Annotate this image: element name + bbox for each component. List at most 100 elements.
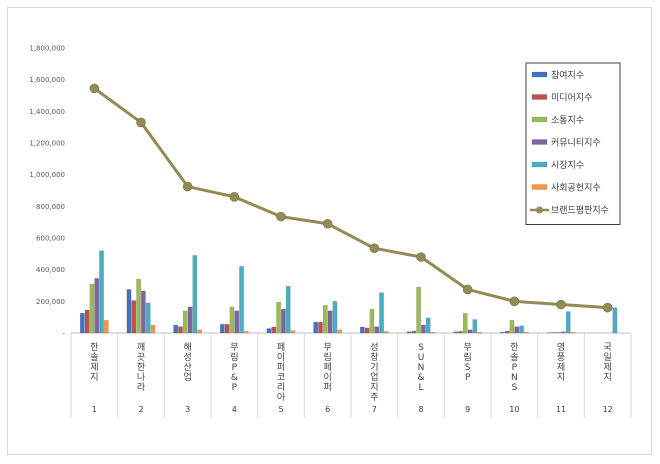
bar [136, 278, 141, 334]
legend-label: 참여지수 [551, 69, 584, 81]
category-number: 6 [325, 405, 330, 414]
bar [332, 301, 338, 334]
line-point [416, 252, 426, 262]
line-point [89, 83, 100, 94]
bar [84, 309, 90, 334]
bar [285, 286, 291, 334]
bar [364, 327, 370, 334]
bar [94, 278, 100, 334]
bar [360, 326, 365, 334]
bar [197, 329, 202, 334]
bar [187, 306, 193, 334]
line-point [509, 296, 520, 307]
bar [239, 266, 244, 334]
category-number: 12 [603, 405, 613, 414]
category-number: 11 [556, 405, 566, 414]
bar [80, 313, 85, 334]
bar [561, 331, 566, 334]
bar [504, 330, 510, 334]
chart-frame: - 200,000 400,000 600,000 800,000 1,000,000 1,… [7, 7, 652, 455]
bar [421, 324, 426, 334]
bar [462, 313, 468, 334]
y-tick-label: 400,000 [36, 266, 65, 274]
bar [178, 326, 183, 334]
category-number: 9 [465, 405, 470, 414]
bar [290, 330, 296, 334]
line-series [93, 87, 608, 310]
legend-swatch [531, 116, 548, 123]
bar [266, 328, 272, 334]
category-label: 무 림 P & P [230, 342, 238, 393]
bar [519, 325, 524, 334]
bar [173, 324, 178, 334]
y-tick-label: 800,000 [36, 203, 65, 211]
category-label: S U N & L [417, 343, 424, 393]
line-point [322, 218, 333, 229]
category-number: 4 [232, 405, 237, 414]
y-tick-label: 600,000 [36, 235, 65, 243]
bar [477, 332, 482, 334]
legend-swatch [531, 139, 548, 145]
line-point [556, 299, 566, 310]
bar [458, 331, 463, 334]
bar [612, 307, 618, 334]
category-number: 3 [185, 405, 190, 414]
bar [453, 331, 458, 334]
category-number: 5 [278, 405, 283, 414]
bar [374, 326, 380, 334]
category-number: 2 [138, 405, 143, 414]
line-point [369, 243, 380, 254]
legend-label: 커뮤니티지수 [551, 138, 601, 149]
y-tick-label: 200,000 [36, 298, 65, 306]
bar [514, 326, 520, 334]
y-tick-label: 1,600,000 [29, 76, 65, 84]
brand-reputation-chart: - 200,000 400,000 600,000 800,000 1,000,000 1,… [29, 45, 632, 418]
line-point [182, 181, 193, 192]
legend-swatch [531, 94, 548, 100]
bar [411, 330, 417, 334]
bar [182, 310, 188, 334]
line-point [276, 211, 286, 222]
category-number: 1 [92, 405, 97, 414]
legend-label: 브랜드평판지수 [551, 205, 609, 216]
y-tick-label: - [62, 330, 65, 338]
line-point [462, 284, 473, 295]
bar [131, 300, 137, 334]
bar [467, 329, 473, 334]
line-point [602, 302, 613, 313]
bar [509, 320, 515, 334]
line-point [229, 192, 240, 202]
legend-label: 미디어지수 [551, 93, 592, 104]
bar [220, 324, 225, 334]
legend-label: 사회공헌지수 [551, 183, 601, 194]
bar [430, 332, 436, 334]
bar [384, 331, 389, 334]
bar [500, 332, 505, 334]
legend-swatch [531, 161, 548, 168]
bar [556, 332, 561, 334]
legend-label: 소통지수 [551, 115, 584, 126]
bar [229, 306, 235, 334]
bar [369, 309, 375, 334]
bar [524, 332, 529, 334]
bar [570, 332, 576, 334]
bar [126, 289, 132, 334]
bar [337, 329, 342, 334]
legend-label: 시장지수 [551, 160, 584, 171]
bar [313, 322, 318, 334]
bar [99, 250, 104, 334]
bar [472, 319, 478, 334]
category-number: 10 [509, 405, 519, 414]
bar [104, 320, 109, 334]
bar [276, 301, 281, 334]
bar [234, 310, 240, 334]
